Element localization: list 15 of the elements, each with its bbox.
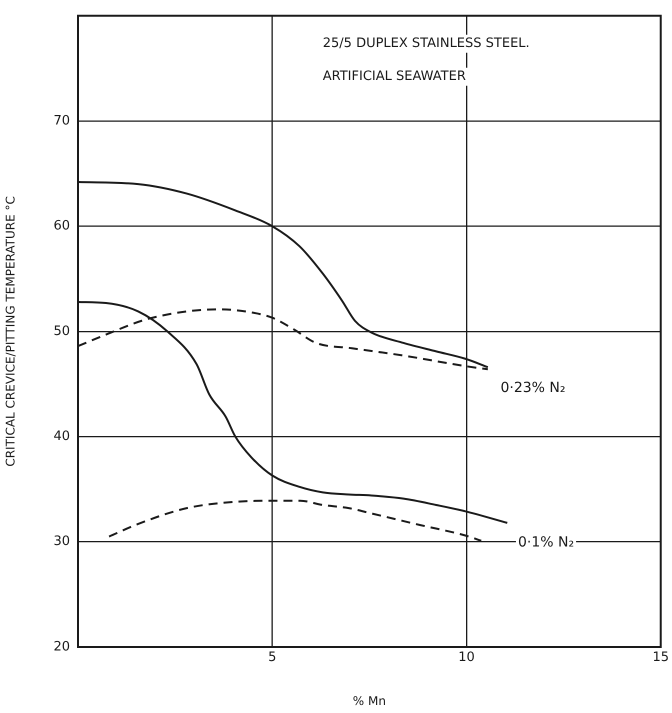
annotation: 0·1% N₂ (518, 534, 574, 550)
y-tick-label: 60 (53, 218, 70, 234)
y-tick-label: 30 (53, 534, 70, 550)
text: 25/5 DUPLEX STAINLESS STEEL. (322, 36, 530, 52)
y-tick-label: 50 (53, 324, 70, 339)
x-axis-title: % Mn (352, 694, 386, 708)
y-tick-label: 20 (53, 639, 70, 654)
y-axis-title: CRITICAL CREVICE/PITTING TEMPERATURE °C (3, 196, 18, 467)
x-tick-label: 10 (458, 650, 475, 666)
y-tick-label: 40 (53, 428, 70, 444)
annotation: 0·23% N₂ (500, 380, 566, 396)
y-tick-label: 70 (53, 113, 70, 128)
x-tick-label: 15 (652, 650, 669, 666)
text: ARTIFICIAL SEAWATER (322, 69, 466, 84)
x-tick-label: 5 (268, 650, 276, 666)
